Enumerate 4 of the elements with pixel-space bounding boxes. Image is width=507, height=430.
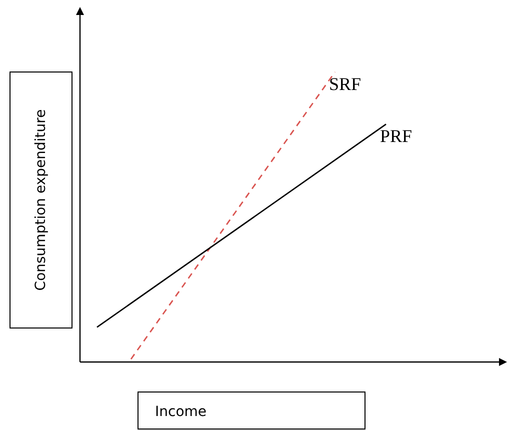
x-axis-title: Income (155, 404, 207, 420)
series-label: PRF (380, 126, 412, 146)
y-axis-title: Consumption expenditure (33, 109, 49, 291)
series-label: SRF (329, 74, 362, 94)
